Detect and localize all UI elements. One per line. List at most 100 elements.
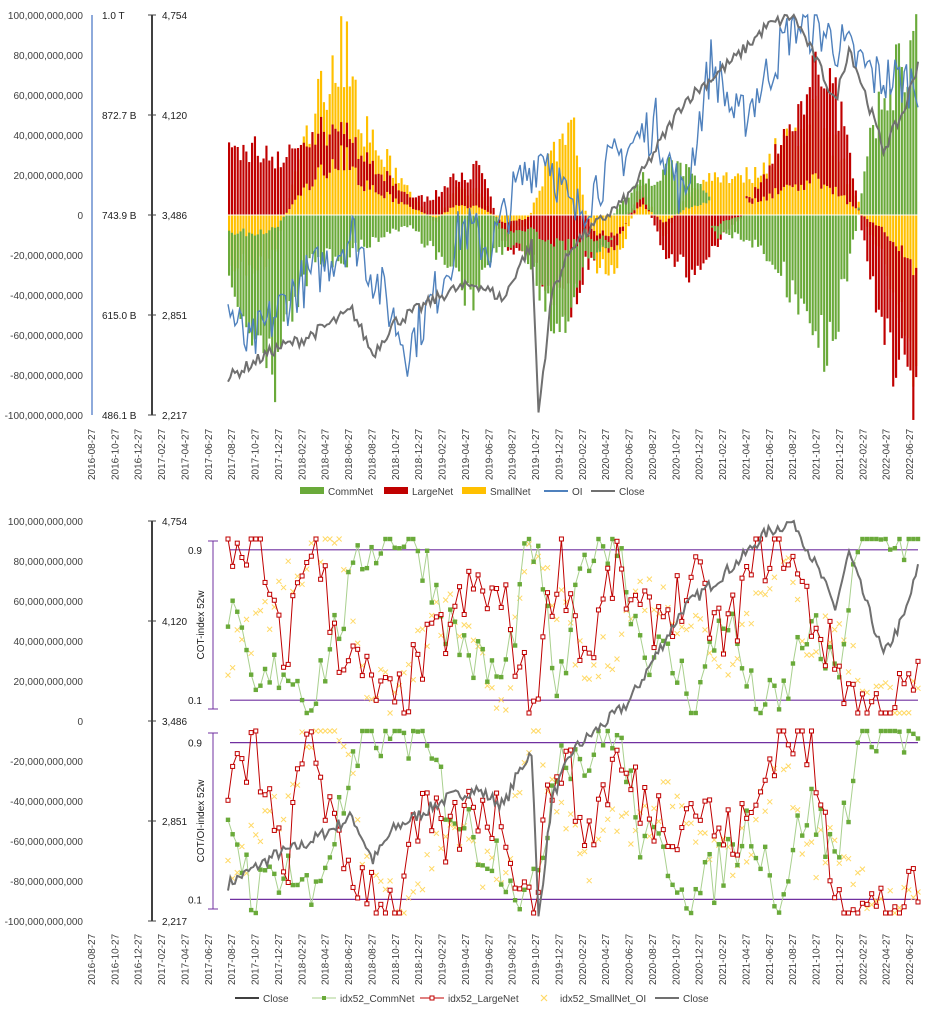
commnet-index-marker [304, 710, 309, 716]
commnet-bar [685, 164, 688, 208]
largenet-index-marker [688, 574, 694, 580]
smallnet-oi-marker [276, 578, 282, 585]
smallnet-oi-marker [438, 632, 444, 639]
largenet-bar [440, 191, 443, 215]
commnet-index-marker [286, 678, 291, 684]
x-tick-label: 2021-06-27 [765, 933, 776, 985]
largenet-bar [621, 226, 625, 231]
commnet-bar [567, 238, 570, 322]
largenet-bar [259, 162, 262, 215]
largenet-index-marker [244, 562, 250, 568]
commnet-index-marker [235, 842, 240, 847]
commnet-bar [857, 207, 860, 210]
commnet-index-marker [874, 749, 879, 754]
smallnet-oi-marker [850, 881, 857, 888]
close-tick-label: 4,120 [162, 111, 187, 122]
commnet-bar [363, 215, 366, 247]
commnet-index-marker [461, 826, 467, 831]
largenet-index-marker [665, 607, 671, 613]
commnet-index-marker [702, 860, 708, 865]
smallnet-oi-marker [433, 599, 440, 605]
largenet-index-marker [433, 795, 439, 801]
largenet-index-marker [322, 563, 328, 569]
legend-swatch [300, 487, 324, 494]
smallnet-oi-marker [382, 886, 389, 893]
largenet-index-marker [438, 816, 444, 822]
x-tick-label: 2020-12-27 [695, 933, 706, 985]
x-tick-label: 2018-12-27 [414, 428, 425, 480]
largenet-index-marker [281, 664, 287, 670]
largenet-index-marker [484, 824, 490, 830]
cot-index-ylabel: COT-index 52w [196, 590, 207, 660]
largenet-bar [880, 226, 883, 317]
largenet-bar [239, 160, 242, 215]
commnet-index-marker [448, 607, 453, 612]
commnet-index-marker [614, 553, 620, 559]
smallnet-oi-marker [410, 676, 417, 683]
commnet-bar [604, 240, 607, 248]
close-tick-label: 4,120 [162, 617, 187, 628]
largenet-bar [242, 144, 245, 215]
largenet-index-marker [744, 564, 750, 570]
smallnet-oi-marker [757, 590, 764, 596]
largenet-index-marker [457, 846, 463, 852]
y-tick-label: 0 [77, 717, 83, 728]
largenet-index-marker [605, 802, 611, 808]
largenet-bar [233, 145, 236, 215]
commnet-bar [429, 215, 432, 241]
largenet-bar [653, 215, 656, 226]
smallnet-bar [535, 197, 538, 215]
x-tick-label: 2020-08-27 [648, 933, 659, 985]
largenet-index-marker [327, 629, 333, 635]
commnet-bar [734, 217, 737, 233]
largenet-index-marker [355, 646, 361, 652]
smallnet-oi-marker [600, 827, 606, 834]
smallnet-oi-marker [688, 623, 694, 630]
commnet-index-marker [628, 768, 634, 773]
commnet-index-marker [688, 910, 694, 916]
commnet-bar [469, 215, 472, 290]
largenet-bar [380, 174, 383, 196]
largenet-index-marker [873, 903, 879, 909]
commnet-bar [558, 240, 561, 333]
largenet-bar [679, 215, 682, 255]
commnet-bar [366, 215, 369, 249]
largenet-bar [414, 197, 418, 210]
commnet-bar [644, 183, 648, 205]
x-tick-label: 2018-06-27 [344, 933, 355, 985]
largenet-index-marker [600, 596, 606, 602]
largenet-index-marker [466, 568, 472, 574]
commnet-bar [642, 172, 645, 198]
smallnet-bar [630, 215, 633, 219]
commnet-bar [360, 215, 363, 240]
commnet-index-marker [313, 701, 319, 706]
largenet-bar [711, 215, 714, 247]
x-tick-label: 2017-06-27 [204, 933, 215, 985]
commnet-index-marker [429, 756, 434, 761]
smallnet-bar [745, 167, 748, 215]
largenet-index-marker [753, 802, 759, 808]
smallnet-bar [558, 138, 561, 215]
largenet-bar [843, 126, 846, 196]
largenet-bar [389, 175, 392, 195]
smallnet-bar [538, 190, 541, 215]
largenet-index-marker [799, 728, 805, 734]
smallnet-oi-marker [340, 743, 347, 750]
x-tick-label: 2017-04-27 [180, 428, 191, 480]
commnet-index-marker [378, 551, 384, 556]
commnet-bar [619, 204, 622, 215]
commnet-bar [400, 215, 403, 227]
commnet-index-marker [841, 800, 847, 805]
smallnet-bar [621, 215, 625, 249]
largenet-index-marker [341, 667, 347, 673]
smallnet-oi-marker [614, 656, 620, 662]
commnet-bar [552, 246, 556, 334]
commnet-index-marker [888, 728, 893, 734]
commnet-index-marker [915, 736, 921, 741]
commnet-index-marker [772, 904, 777, 909]
close-line [227, 519, 919, 917]
commnet-bar [696, 183, 699, 207]
largenet-index-marker [693, 554, 699, 560]
commnet-bar [328, 215, 331, 250]
largenet-index-marker [225, 536, 231, 542]
